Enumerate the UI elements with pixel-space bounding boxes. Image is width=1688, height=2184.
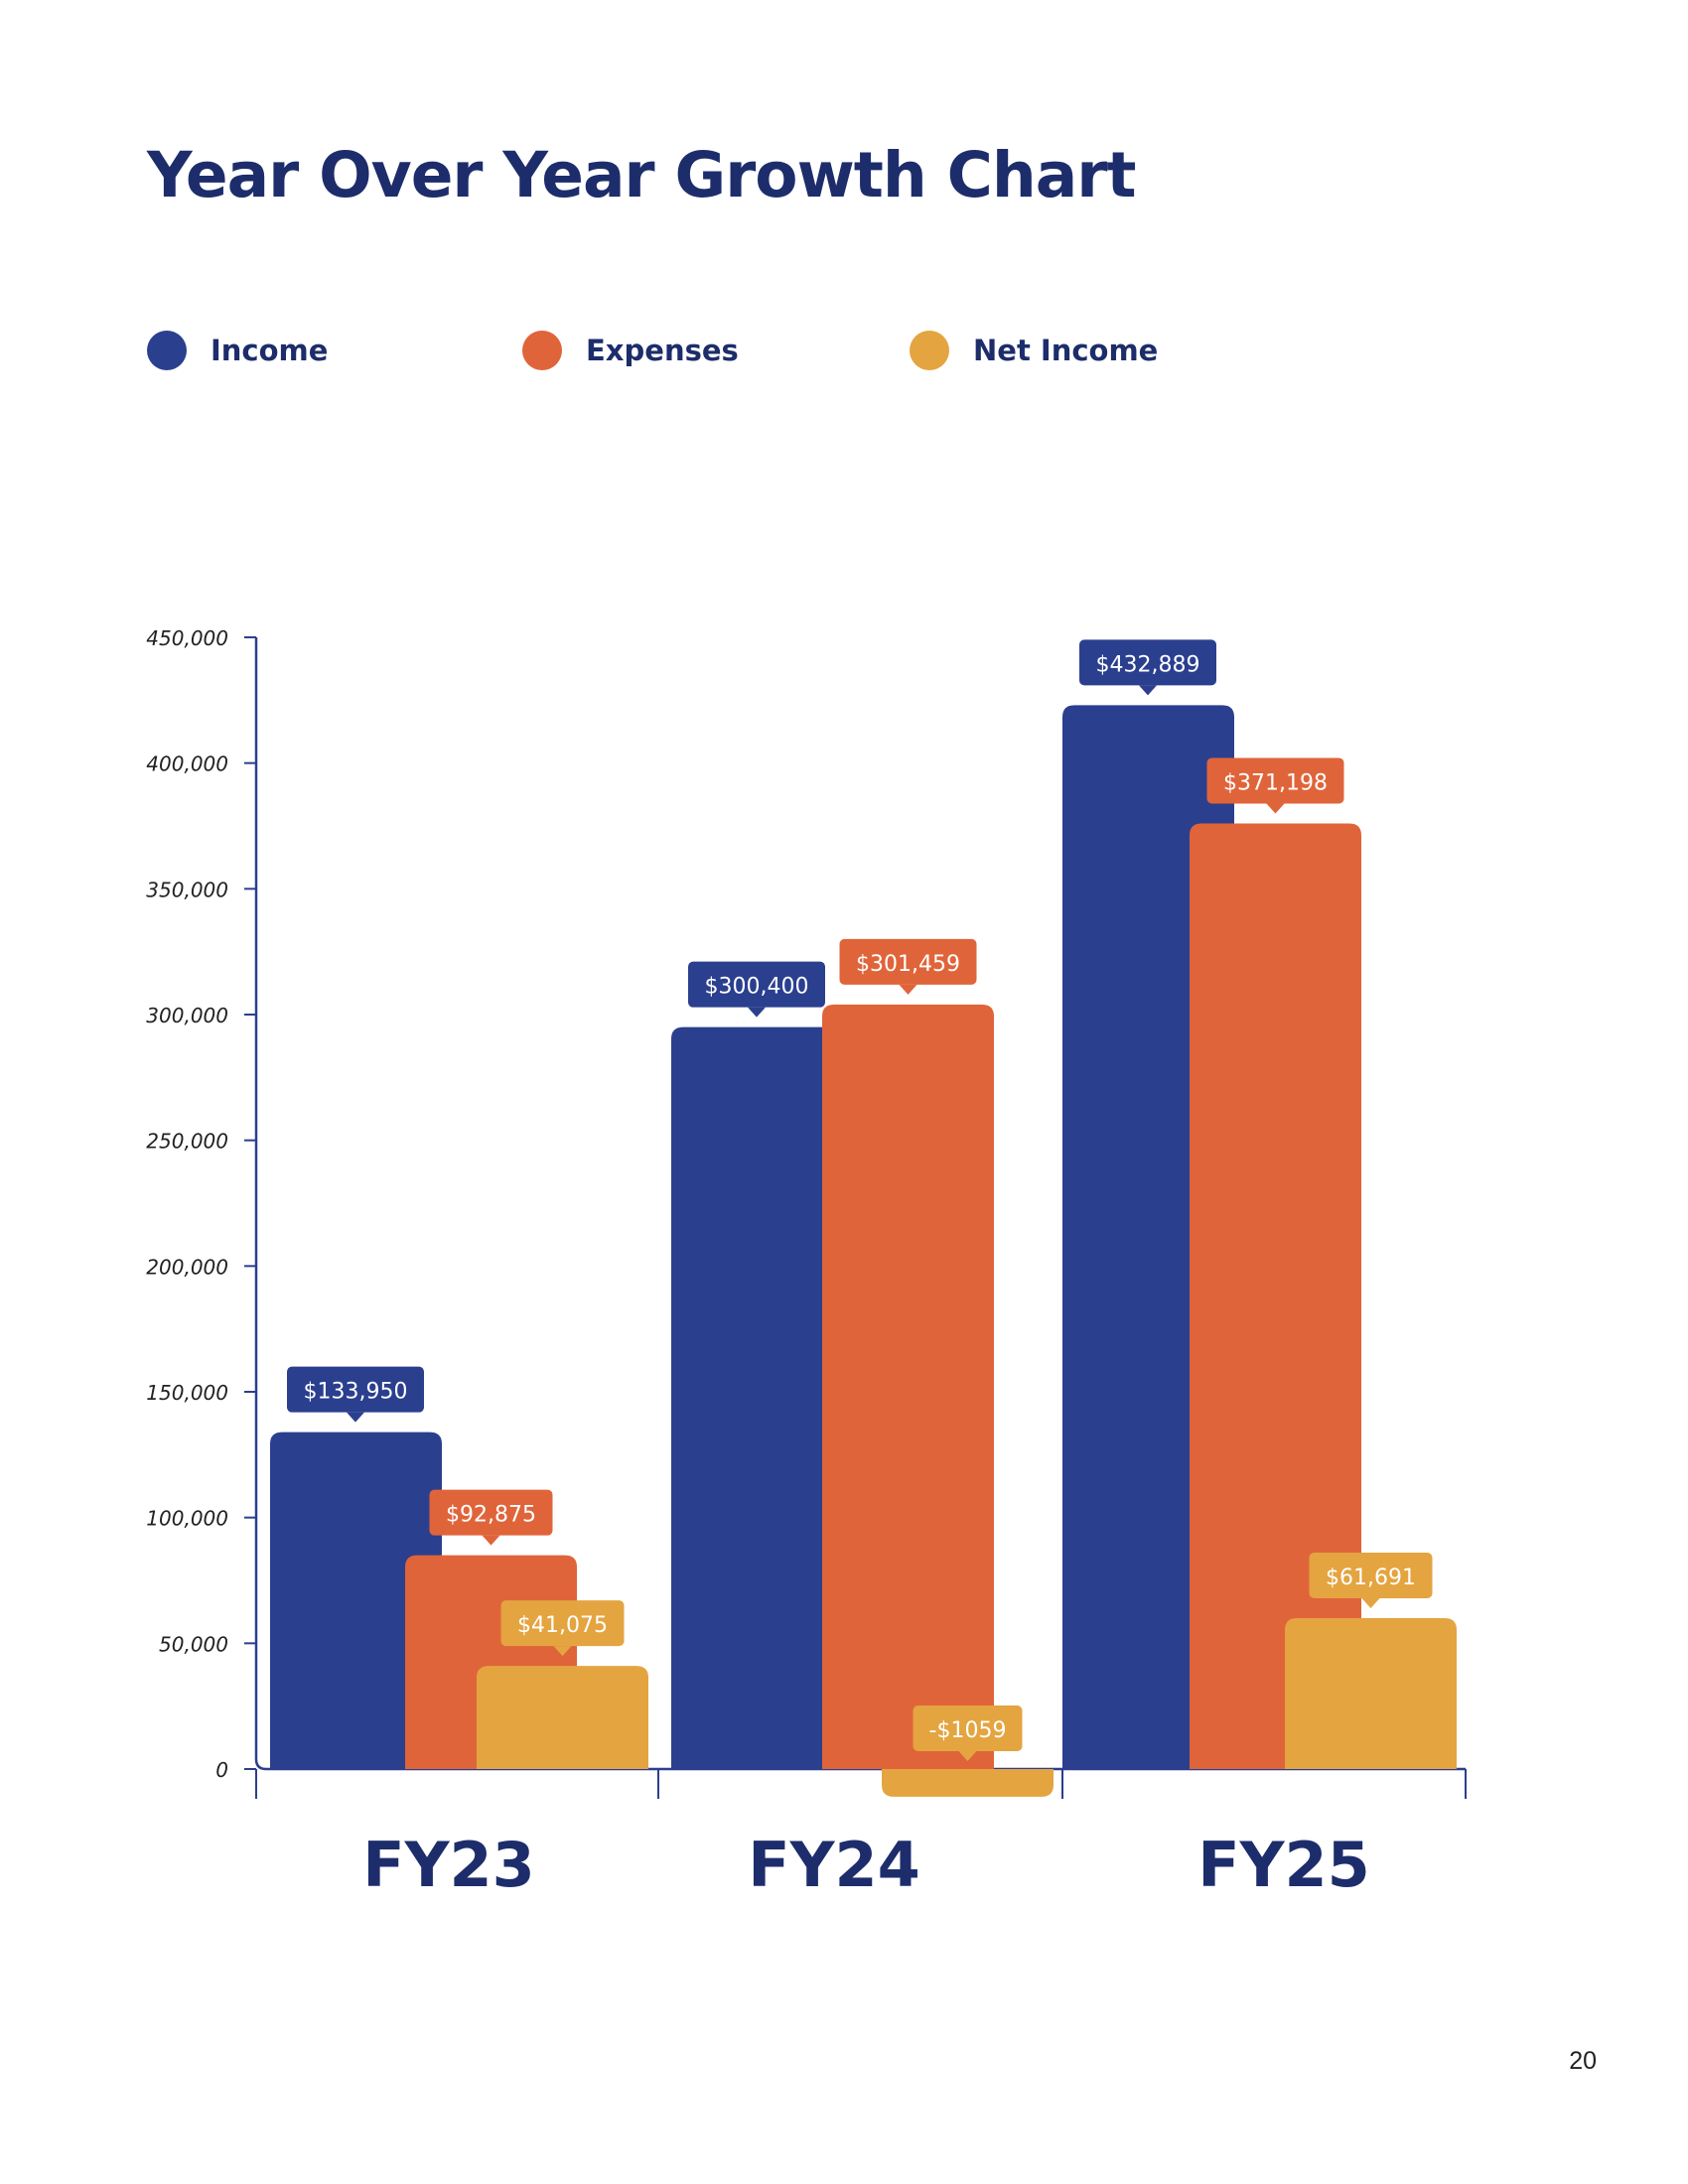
- value-label-box-income: [688, 961, 825, 1008]
- value-label-net-income-fy25: $61,691: [1326, 1566, 1416, 1590]
- legend-swatch-expenses: [522, 331, 562, 370]
- page-number: 20: [1569, 2047, 1597, 2075]
- y-tick-label: 0: [215, 1758, 228, 1782]
- category-label-fy25: FY25: [1197, 1829, 1370, 1901]
- value-label-pointer: [958, 1751, 977, 1761]
- value-label-expenses-fy24: $301,459: [856, 952, 960, 977]
- bar-net-income-fy24: [882, 1769, 1054, 1797]
- value-label-pointer: [1139, 685, 1157, 696]
- value-label-pointer: [482, 1535, 500, 1546]
- bar-income-fy23: [270, 1432, 442, 1769]
- value-label-net-income-fy23: $41,075: [517, 1613, 608, 1638]
- y-tick-label: 50,000: [159, 1632, 228, 1656]
- value-label-box-expenses: [839, 938, 977, 985]
- value-label-box-expenses: [1206, 757, 1344, 804]
- legend-label-income: Income: [211, 334, 329, 367]
- value-label-pointer: [748, 1007, 766, 1018]
- axis-line: [254, 637, 1466, 1771]
- bar-income-fy24: [671, 1026, 843, 1769]
- bar-expenses-fy25: [1190, 823, 1361, 1769]
- category-label-fy23: FY23: [362, 1829, 535, 1901]
- value-label-pointer: [1361, 1598, 1380, 1608]
- value-label-box-net-income: [500, 1600, 625, 1647]
- value-label-pointer: [1266, 803, 1285, 814]
- y-tick-label: 450,000: [146, 626, 228, 650]
- bar-net-income-fy25: [1285, 1618, 1457, 1769]
- value-label-box-net-income: [913, 1706, 1023, 1751]
- bar-net-income-fy23: [477, 1666, 648, 1769]
- legend-label-expenses: Expenses: [586, 334, 739, 367]
- value-label-box-income: [1079, 639, 1216, 686]
- value-label-expenses-fy25: $371,198: [1223, 770, 1328, 795]
- value-label-expenses-fy23: $92,875: [446, 1503, 536, 1528]
- y-tick-label: 100,000: [146, 1507, 228, 1531]
- legend-item-income: Income: [147, 330, 328, 371]
- value-label-net-income-fy24: -$1059: [929, 1718, 1007, 1743]
- value-label-pointer: [347, 1412, 364, 1423]
- y-tick-label: 400,000: [146, 752, 228, 776]
- y-tick-label: 350,000: [146, 878, 228, 901]
- legend-swatch-net-income: [910, 331, 949, 370]
- value-label-box-expenses: [429, 1489, 553, 1536]
- value-label-income-fy25: $432,889: [1096, 652, 1200, 677]
- legend-item-expenses: Expenses: [522, 330, 739, 371]
- y-tick-label: 300,000: [146, 1004, 228, 1027]
- value-label-income-fy24: $300,400: [705, 975, 809, 1000]
- category-label-fy24: FY24: [748, 1829, 920, 1901]
- page-title: Year Over Year Growth Chart: [147, 139, 1136, 211]
- value-label-box-income: [287, 1366, 424, 1413]
- legend-item-net-income: Net Income: [910, 330, 1158, 371]
- y-tick-label: 250,000: [146, 1130, 228, 1154]
- y-tick-label: 200,000: [146, 1255, 228, 1279]
- bar-expenses-fy24: [822, 1004, 994, 1769]
- value-label-box-net-income: [1309, 1553, 1433, 1598]
- value-label-pointer: [899, 984, 917, 995]
- value-label-pointer: [553, 1646, 572, 1657]
- legend-label-net-income: Net Income: [973, 334, 1159, 367]
- legend-swatch-income: [147, 331, 187, 370]
- y-tick-label: 150,000: [146, 1381, 228, 1405]
- value-label-income-fy23: $133,950: [304, 1380, 408, 1405]
